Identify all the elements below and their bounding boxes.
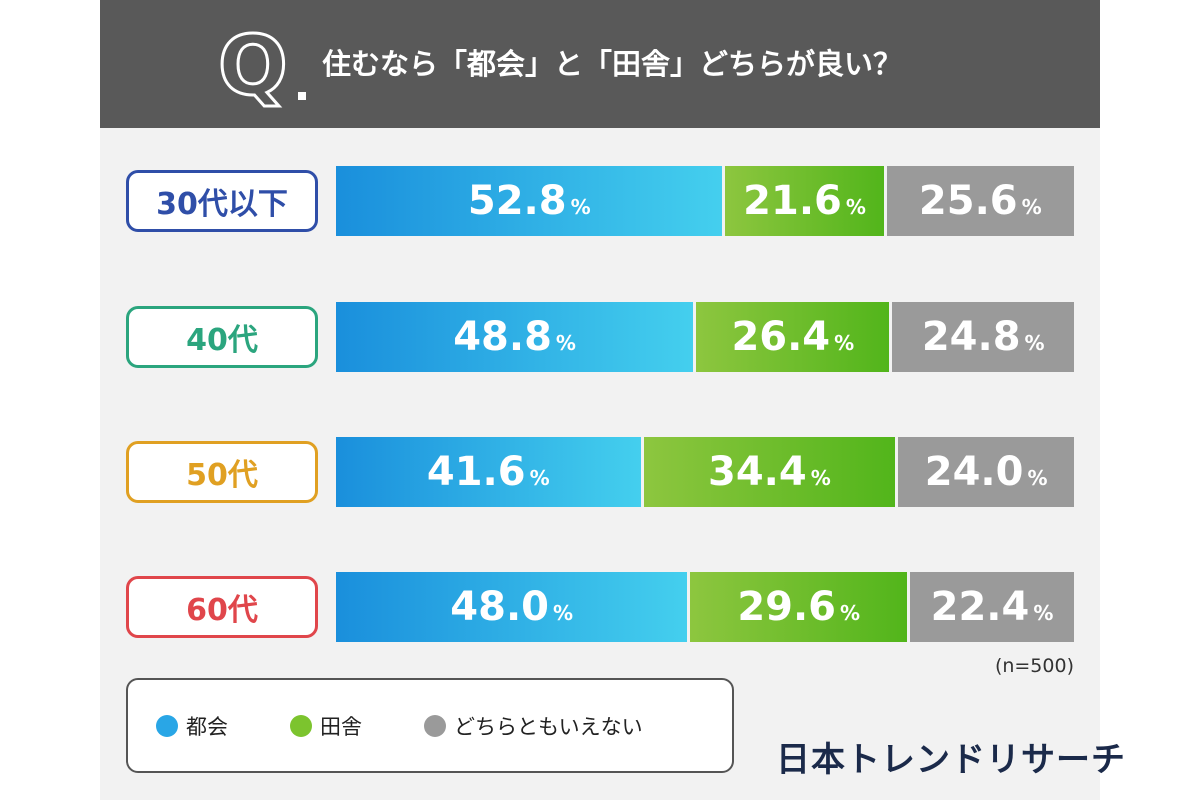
data-label: 41.6 [426, 449, 526, 495]
percent-unit: % [529, 466, 550, 490]
category-label: 30代以下 [126, 170, 318, 232]
legend-swatch-urban [156, 715, 178, 737]
bar-row: 40代 48.8% 26.4% 24.8% [100, 302, 1100, 372]
question-header: Q 住むなら「都会」と「田舎」どちらが良い？ [100, 0, 1100, 128]
stacked-bar: 41.6% 34.4% 24.0% [336, 437, 1074, 507]
bar-segment-rural: 21.6% [725, 166, 884, 236]
stacked-bar: 48.0% 29.6% 22.4% [336, 572, 1074, 642]
category-label: 40代 [126, 306, 318, 368]
percent-unit: % [553, 601, 574, 625]
data-label: 22.4 [930, 584, 1030, 630]
bar-row: 30代以下 52.8% 21.6% 25.6% [100, 166, 1100, 236]
bar-segment-rural: 26.4% [696, 302, 890, 372]
legend-label-neither: どちらともいえない [454, 715, 643, 739]
category-label: 60代 [126, 576, 318, 638]
data-label: 21.6 [743, 178, 842, 224]
legend-swatch-neither [424, 715, 446, 737]
bar-row: 50代 41.6% 34.4% 24.0% [100, 437, 1100, 507]
bar-segment-urban: 52.8% [336, 166, 723, 236]
percent-unit: % [555, 331, 576, 355]
percent-unit: % [1033, 601, 1054, 625]
percent-unit: % [845, 195, 866, 219]
question-text: 住むなら「都会」と「田舎」どちらが良い？ [322, 47, 903, 81]
q-mark: Q [217, 19, 290, 114]
bar-segment-urban: 48.0% [336, 572, 688, 642]
stacked-bar: 48.8% 26.4% 24.8% [336, 302, 1074, 372]
category-label: 50代 [126, 441, 318, 503]
percent-unit: % [810, 466, 831, 490]
bar-segment-neither: 25.6% [886, 166, 1074, 236]
legend-label-rural: 田舎 [320, 715, 362, 739]
data-label: 29.6 [737, 584, 837, 630]
percent-unit: % [1027, 466, 1048, 490]
bar-segment-urban: 41.6% [336, 437, 641, 507]
bar-segment-neither: 24.8% [892, 302, 1074, 372]
percent-unit: % [834, 331, 855, 355]
legend-item-neither: どちらともいえない [424, 711, 643, 741]
data-label: 25.6 [918, 178, 1018, 224]
bar-segment-neither: 22.4% [910, 572, 1074, 642]
bar-segment-rural: 29.6% [690, 572, 908, 642]
data-label: 48.0 [450, 584, 549, 630]
stacked-bar: 52.8% 21.6% 25.6% [336, 166, 1074, 236]
percent-unit: % [840, 601, 861, 625]
data-label: 52.8 [467, 178, 567, 224]
data-label: 24.0 [924, 449, 1024, 495]
legend-label-urban: 都会 [186, 715, 228, 739]
percent-unit: % [570, 195, 591, 219]
percent-unit: % [1024, 331, 1045, 355]
data-label: 24.8 [921, 314, 1021, 360]
percent-unit: % [1021, 195, 1042, 219]
chart-card: Q 住むなら「都会」と「田舎」どちらが良い？ 30代以下 52.8% 21.6% 25… [100, 0, 1126, 800]
q-mark-dot [298, 92, 306, 100]
bar-segment-neither: 24.0% [898, 437, 1074, 507]
data-label: 34.4 [708, 449, 807, 495]
legend-swatch-rural [290, 715, 312, 737]
legend-item-rural: 田舎 [290, 711, 362, 741]
data-label: 26.4 [731, 314, 831, 360]
legend-item-urban: 都会 [156, 711, 228, 741]
bar-segment-rural: 34.4% [643, 437, 896, 507]
legend: 都会 田舎 どちらともいえない [126, 678, 734, 773]
bar-row: 60代 48.0% 29.6% 22.4% [100, 572, 1100, 642]
bar-segment-urban: 48.8% [336, 302, 694, 372]
data-label: 48.8 [453, 314, 552, 360]
brand-logo: 日本トレンドリサーチ [776, 740, 1126, 780]
sample-size-note: (n=500) [994, 655, 1074, 677]
